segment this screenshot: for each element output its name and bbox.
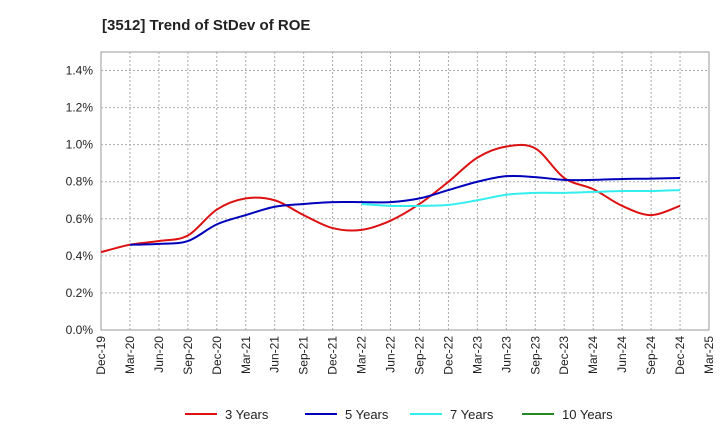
x-tick-label: Mar-23 (470, 336, 484, 374)
y-tick-label: 1.2% (66, 101, 94, 115)
x-tick-label: Dec-19 (94, 336, 108, 375)
y-tick-label: 1.0% (66, 138, 94, 152)
x-tick-label: Sep-21 (297, 336, 311, 375)
x-tick-label: Mar-20 (123, 336, 137, 374)
legend-label: 3 Years (225, 407, 269, 422)
x-tick-label: Jun-24 (615, 336, 629, 373)
legend-label: 7 Years (450, 407, 494, 422)
x-tick-label: Dec-21 (326, 336, 340, 375)
series-line-3-years (100, 143, 681, 254)
x-tick-label: Dec-20 (210, 336, 224, 375)
series-line-7-years (361, 189, 681, 208)
x-tick-label: Mar-21 (239, 336, 253, 374)
x-tick-label: Dec-22 (441, 336, 455, 375)
x-tick-label: Jun-22 (384, 336, 398, 373)
x-tick-label: Dec-23 (557, 336, 571, 375)
x-tick-label: Mar-24 (586, 336, 600, 374)
x-tick-label: Sep-20 (181, 336, 195, 375)
series-lines (100, 143, 681, 254)
x-tick-label: Mar-22 (355, 336, 369, 374)
y-tick-label: 0.4% (66, 249, 94, 263)
x-tick-label: Jun-20 (152, 336, 166, 373)
x-tick-label: Jun-23 (499, 336, 513, 373)
x-axis-ticks: Dec-19 Mar-20 Jun-20 Sep-20 Dec-20 Mar-21 Jun-… (94, 336, 716, 375)
y-tick-label: 0.8% (66, 175, 94, 189)
y-tick-label: 0.0% (66, 323, 94, 337)
legend: 3 Years 5 Years 7 Years 10 Years (185, 407, 613, 422)
grid (101, 52, 709, 330)
series-line-5-years (129, 174, 681, 246)
legend-label: 5 Years (345, 407, 389, 422)
y-tick-label: 0.6% (66, 212, 94, 226)
y-axis-ticks: 0.0% 0.2% 0.4% 0.6% 0.8% 1.0% 1.2% 1.4% (66, 64, 94, 337)
x-tick-label: Sep-22 (412, 336, 426, 375)
x-tick-label: Sep-24 (644, 336, 658, 375)
x-tick-label: Dec-24 (673, 336, 687, 375)
legend-label: 10 Years (562, 407, 613, 422)
y-tick-label: 0.2% (66, 286, 94, 300)
x-tick-label: Mar-25 (702, 336, 716, 374)
y-tick-label: 1.4% (66, 64, 94, 78)
chart-title: [3512] Trend of StDev of ROE (102, 17, 310, 34)
x-tick-label: Sep-23 (528, 336, 542, 375)
x-tick-label: Jun-21 (268, 336, 282, 373)
